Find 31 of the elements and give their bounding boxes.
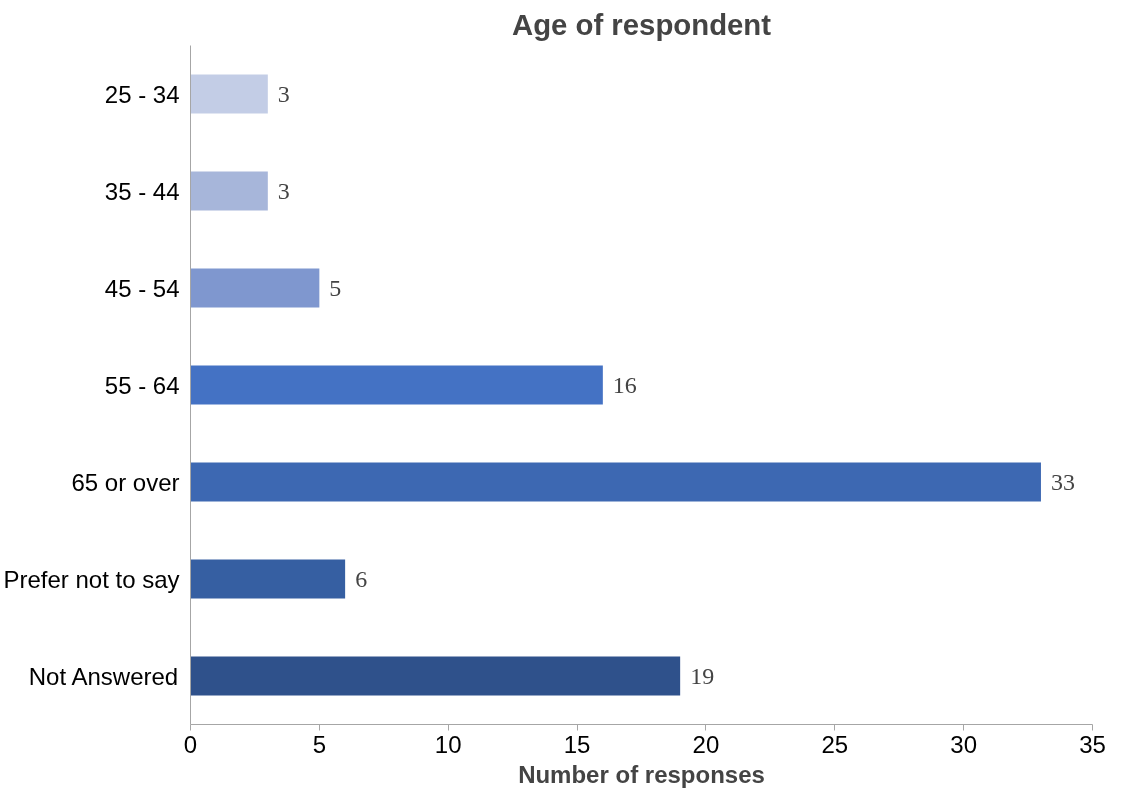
x-tick-label: 25 bbox=[821, 730, 849, 758]
bar bbox=[190, 365, 603, 405]
y-tick-label: 25 - 34 bbox=[104, 80, 180, 108]
data-label: 5 bbox=[329, 274, 342, 301]
data-label: 33 bbox=[1050, 468, 1075, 495]
x-tick-label: 35 bbox=[1079, 730, 1106, 758]
x-tick-label: 10 bbox=[434, 730, 462, 758]
y-tick-label: 55 - 64 bbox=[104, 371, 180, 399]
x-axis-title: Number of responses bbox=[518, 760, 765, 788]
bar bbox=[190, 268, 320, 308]
x-tick-label: 5 bbox=[312, 730, 327, 758]
x-tick-label: 0 bbox=[183, 730, 198, 758]
y-tick-label: 35 - 44 bbox=[104, 177, 180, 205]
bar bbox=[190, 74, 268, 114]
bar bbox=[190, 171, 268, 211]
bar bbox=[190, 462, 1041, 502]
bar bbox=[190, 559, 346, 599]
y-tick-label: 45 - 54 bbox=[104, 274, 180, 302]
y-tick-label: Not Answered bbox=[28, 662, 179, 690]
data-label: 3 bbox=[277, 177, 290, 204]
chart-title: Age of respondent bbox=[511, 7, 772, 41]
data-label: 6 bbox=[355, 565, 368, 592]
data-label: 19 bbox=[690, 662, 715, 689]
y-tick-label: 65 or over bbox=[71, 468, 180, 496]
bar bbox=[190, 656, 681, 696]
x-tick-label: 15 bbox=[563, 730, 591, 758]
x-tick-label: 20 bbox=[692, 730, 720, 758]
data-label: 3 bbox=[277, 80, 290, 107]
data-label: 16 bbox=[612, 371, 637, 398]
y-tick-label: Prefer not to say bbox=[3, 565, 180, 593]
x-tick-label: 30 bbox=[950, 730, 977, 758]
